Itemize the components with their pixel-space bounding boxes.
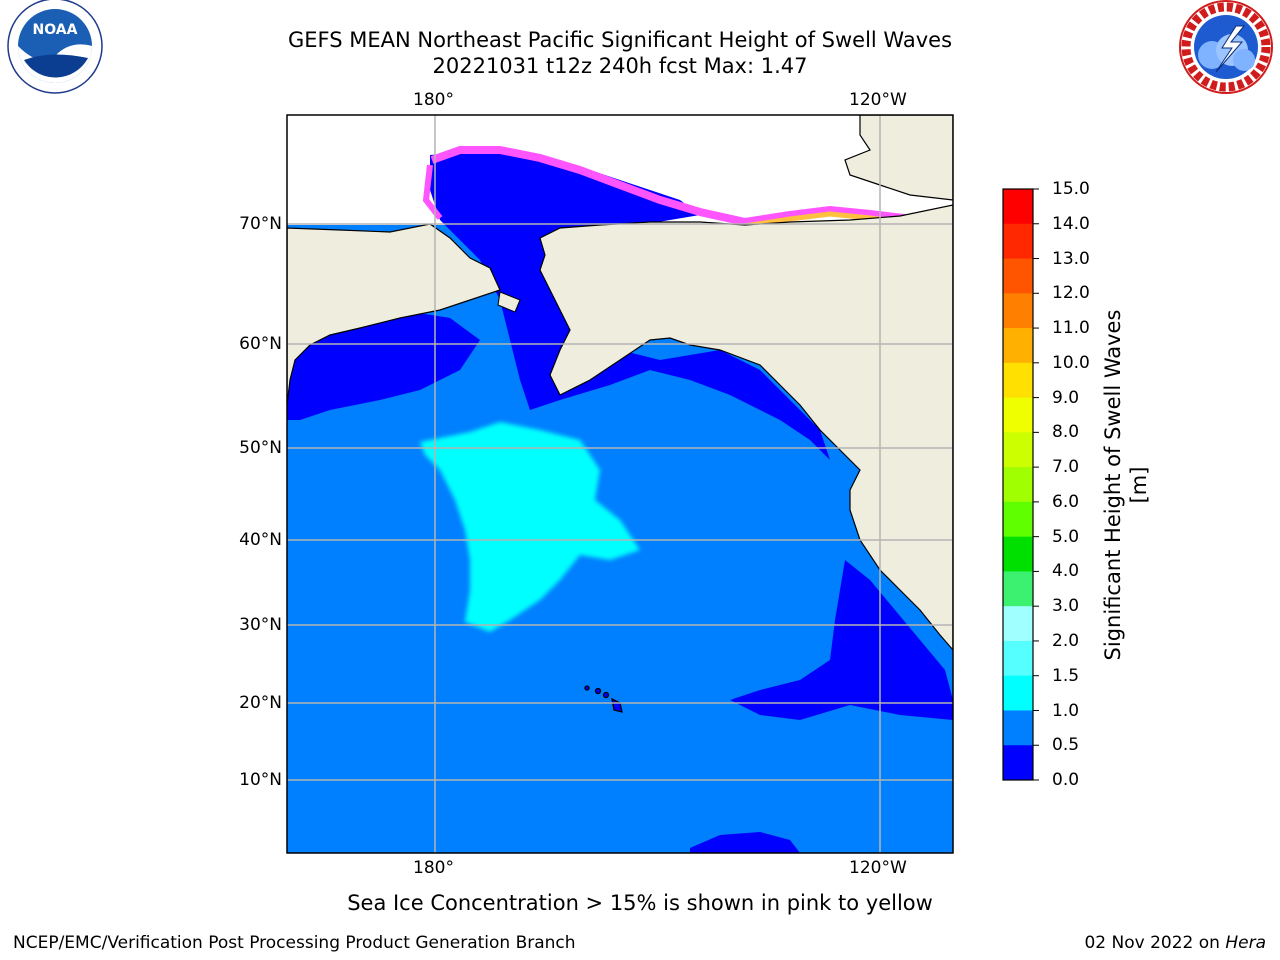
colorbar-tick-label: 4.0 (1052, 561, 1080, 582)
colorbar-frame (1002, 188, 1034, 781)
lat-label-30n: 30°N (239, 615, 282, 635)
colorbar-band (1003, 328, 1033, 364)
lon-label-top-180: 180° (413, 90, 454, 110)
chart-title: GEFS MEAN Northeast Pacific Significant … (287, 28, 953, 52)
colorbar-tick-label: 6.0 (1052, 491, 1080, 512)
land-siberia (287, 223, 501, 406)
colorbar-band (1003, 293, 1033, 329)
lat-label-60n: 60°N (239, 334, 282, 354)
colorbar-band (1003, 501, 1033, 538)
colorbar-band (1003, 258, 1033, 294)
colorbar-band (1003, 710, 1033, 746)
nws-logo-icon (1179, 0, 1273, 94)
colorbar-tick-label: 8.0 (1052, 422, 1080, 443)
low-swell-aleutians (287, 310, 480, 420)
sea-ice-edge (430, 146, 953, 232)
run-host: Hera (1225, 933, 1266, 953)
colorbar-tick-label: 10.0 (1052, 352, 1090, 373)
colorbar-tick-label: 9.0 (1052, 387, 1080, 408)
colorbar-band (1003, 362, 1033, 399)
lat-label-20n: 20°N (239, 693, 282, 713)
lat-label-50n: 50°N (239, 438, 282, 458)
colorbar-tick-label: 3.0 (1052, 596, 1080, 617)
colorbar-tick-label: 11.0 (1052, 318, 1090, 339)
run-date: 02 Nov 2022 on (1084, 933, 1220, 953)
colorbar-band (1003, 189, 1033, 225)
colorbar-tick-label: 2.0 (1052, 630, 1080, 651)
noaa-logo-icon: NOAA (7, 0, 103, 94)
colorbar-tick-label: 1.5 (1052, 665, 1080, 686)
graticule (287, 115, 953, 853)
colorbar-label: Significant Height of Swell Waves [m] (1101, 309, 1151, 661)
low-swell-north (430, 150, 830, 460)
colorbar-tick-label: 14.0 (1052, 213, 1090, 234)
lon-label-bottom-120w: 120°W (849, 858, 907, 878)
land-north-america (539, 204, 953, 651)
colorbar-tick-label: 0.5 (1052, 735, 1080, 756)
run-info: 02 Nov 2022 on Hera (1084, 932, 1266, 954)
colorbar-band (1003, 397, 1033, 433)
noaa-logo-text: NOAA (33, 22, 78, 38)
colorbar (1003, 188, 1039, 781)
colorbar-band (1003, 571, 1033, 607)
chart-subtitle: 20221031 t12z 240h fcst Max: 1.47 (432, 54, 808, 78)
lon-label-bottom-180: 180° (413, 858, 454, 878)
credit-line: NCEP/EMC/Verification Post Processing Pr… (13, 933, 576, 953)
lat-label-10n: 10°N (239, 770, 282, 790)
colorbar-band (1003, 467, 1033, 503)
lon-label-top-120w: 120°W (849, 90, 907, 110)
colorbar-tick-label: 1.0 (1052, 700, 1080, 721)
map-frame (286, 114, 954, 854)
colorbar-band (1003, 432, 1033, 468)
map-panel (287, 115, 953, 853)
colorbar-tick-label: 13.0 (1052, 248, 1090, 269)
colorbar-tick-label: 7.0 (1052, 457, 1080, 478)
lat-label-40n: 40°N (239, 530, 282, 550)
low-swell-south (690, 832, 800, 853)
land-arctic-islands (844, 115, 953, 201)
sea-ice-note: Sea Ice Concentration > 15% is shown in … (0, 890, 1280, 916)
colorbar-band (1003, 223, 1033, 260)
colorbar-band (1003, 640, 1033, 677)
colorbar-band (1003, 606, 1033, 642)
colorbar-tick-label: 15.0 (1052, 179, 1090, 199)
colorbar-tick-label: 12.0 (1052, 283, 1090, 304)
colorbar-tick-label: 5.0 (1052, 526, 1080, 547)
colorbar-band (1003, 675, 1033, 711)
colorbar-tick-label: 0.0 (1052, 770, 1080, 790)
colorbar-band (1003, 745, 1033, 781)
sea-ice-note-text: Sea Ice Concentration > 15% is shown in … (347, 891, 933, 915)
lat-label-70n: 70°N (239, 214, 282, 234)
high-swell-region (420, 422, 640, 632)
colorbar-band (1003, 536, 1033, 572)
low-swell-southeast (730, 560, 953, 720)
